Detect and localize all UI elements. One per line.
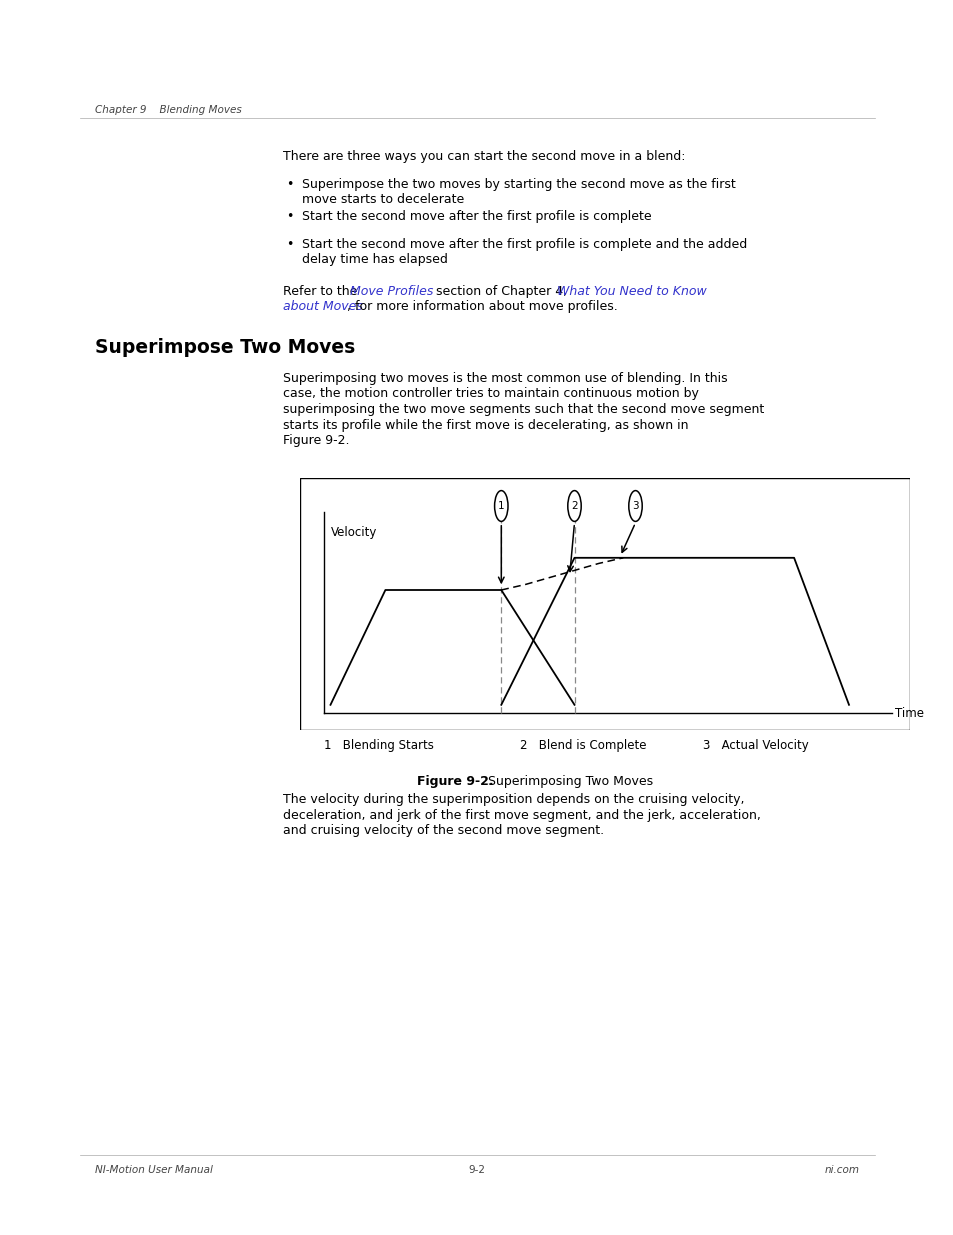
Text: ni.com: ni.com	[824, 1165, 859, 1174]
Text: case, the motion controller tries to maintain continuous motion by: case, the motion controller tries to mai…	[283, 388, 699, 400]
Text: •: •	[286, 210, 294, 224]
Text: superimposing the two move segments such that the second move segment: superimposing the two move segments such…	[283, 403, 763, 416]
Text: •: •	[286, 178, 294, 191]
Text: Superimposing Two Moves: Superimposing Two Moves	[479, 776, 653, 788]
FancyBboxPatch shape	[299, 478, 909, 730]
Text: •: •	[286, 238, 294, 251]
Text: 3   Actual Velocity: 3 Actual Velocity	[701, 739, 807, 752]
Text: about Moves: about Moves	[283, 300, 362, 312]
Text: starts its profile while the first move is decelerating, as shown in: starts its profile while the first move …	[283, 419, 688, 431]
Text: Velocity: Velocity	[330, 526, 376, 538]
Text: Chapter 9    Blending Moves: Chapter 9 Blending Moves	[95, 105, 241, 115]
Circle shape	[628, 490, 641, 521]
Text: and cruising velocity of the second move segment.: and cruising velocity of the second move…	[283, 824, 603, 837]
Text: Superimposing two moves is the most common use of blending. In this: Superimposing two moves is the most comm…	[283, 372, 727, 385]
Circle shape	[494, 490, 508, 521]
Text: Move Profiles: Move Profiles	[350, 285, 433, 298]
Text: What You Need to Know: What You Need to Know	[557, 285, 706, 298]
Text: 3: 3	[632, 501, 639, 511]
Text: 9-2: 9-2	[468, 1165, 485, 1174]
Text: The velocity during the superimposition depends on the cruising velocity,: The velocity during the superimposition …	[283, 793, 743, 806]
Text: Superimpose the two moves by starting the second move as the first: Superimpose the two moves by starting th…	[302, 178, 735, 191]
Text: move starts to decelerate: move starts to decelerate	[302, 193, 464, 206]
Text: section of Chapter 4,: section of Chapter 4,	[432, 285, 571, 298]
Text: Superimpose Two Moves: Superimpose Two Moves	[95, 338, 355, 357]
Text: Start the second move after the first profile is complete and the added: Start the second move after the first pr…	[302, 238, 746, 251]
Text: NI-Motion User Manual: NI-Motion User Manual	[95, 1165, 213, 1174]
Text: delay time has elapsed: delay time has elapsed	[302, 253, 447, 266]
Circle shape	[567, 490, 580, 521]
Text: Refer to the: Refer to the	[283, 285, 361, 298]
Text: deceleration, and jerk of the first move segment, and the jerk, acceleration,: deceleration, and jerk of the first move…	[283, 809, 760, 821]
Text: 2   Blend is Complete: 2 Blend is Complete	[519, 739, 645, 752]
Text: 2: 2	[571, 501, 578, 511]
Text: Figure 9-2.: Figure 9-2.	[416, 776, 493, 788]
Text: Time: Time	[894, 706, 923, 720]
Text: , for more information about move profiles.: , for more information about move profil…	[347, 300, 618, 312]
Text: 1   Blending Starts: 1 Blending Starts	[324, 739, 434, 752]
Text: There are three ways you can start the second move in a blend:: There are three ways you can start the s…	[283, 149, 685, 163]
Text: Figure 9-2.: Figure 9-2.	[283, 433, 349, 447]
Text: Start the second move after the first profile is complete: Start the second move after the first pr…	[302, 210, 651, 224]
Text: 1: 1	[497, 501, 504, 511]
